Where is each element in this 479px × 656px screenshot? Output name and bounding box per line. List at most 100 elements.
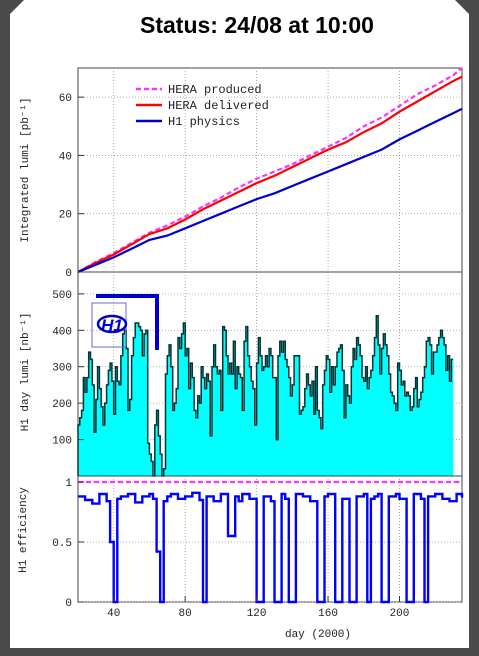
- day-bar: [270, 355, 273, 476]
- day-bar: [420, 392, 423, 476]
- day-bar: [81, 410, 84, 476]
- day-bar: [128, 410, 131, 476]
- day-bar: [333, 384, 336, 476]
- day-bar: [376, 315, 379, 476]
- day-bar: [215, 366, 218, 476]
- day-bar: [442, 337, 445, 476]
- day-bar: [265, 355, 268, 476]
- day-bar: [447, 355, 450, 476]
- day-bar: [310, 395, 313, 476]
- xtick-label: 120: [247, 608, 267, 620]
- day-bar: [387, 355, 390, 476]
- day-bar: [276, 439, 279, 476]
- frame-left: [0, 0, 10, 656]
- day-bar: [129, 399, 132, 476]
- day-bar: [269, 348, 272, 476]
- day-bar: [410, 410, 413, 476]
- day-bar: [263, 366, 266, 476]
- day-bar: [345, 384, 348, 476]
- day-bar: [349, 403, 352, 476]
- day-bar: [290, 395, 293, 476]
- day-bar: [347, 395, 350, 476]
- day-bar: [412, 406, 415, 476]
- day-bar: [294, 355, 297, 476]
- day-bar: [394, 403, 397, 476]
- day-bar: [381, 348, 384, 476]
- day-bar: [445, 370, 448, 476]
- h1-logo-text: H1: [101, 316, 123, 335]
- ytick-label: 0: [65, 598, 72, 610]
- panel-3-ylabel: H1 efficiency: [18, 487, 30, 573]
- day-bar: [131, 355, 134, 476]
- day-bar: [195, 417, 198, 476]
- day-bar: [324, 370, 327, 476]
- day-bar: [111, 381, 114, 476]
- day-bar: [329, 392, 332, 476]
- day-bar: [124, 330, 127, 476]
- day-bar: [283, 341, 286, 476]
- panel-efficiency: 0 0.5 1 40 80 120 160 200 H1 efficiency day (2…: [18, 475, 464, 641]
- day-bar: [226, 355, 229, 476]
- day-bar: [331, 366, 334, 476]
- day-bar: [372, 355, 375, 476]
- day-bar: [304, 388, 307, 476]
- day-bar: [338, 348, 341, 476]
- day-bar: [315, 366, 318, 476]
- legend-label-2: H1 physics: [168, 115, 240, 129]
- day-bar: [301, 410, 304, 476]
- day-bar: [360, 355, 363, 476]
- day-bar: [188, 388, 191, 476]
- day-bar: [78, 425, 81, 476]
- day-bar: [115, 366, 118, 476]
- day-bar: [308, 384, 311, 476]
- day-bar: [285, 359, 288, 476]
- series-line-1: [77, 75, 463, 273]
- day-bar: [429, 344, 432, 476]
- day-bar: [385, 344, 388, 476]
- day-bar: [297, 355, 300, 476]
- day-bar: [353, 348, 356, 476]
- day-bar: [363, 381, 366, 476]
- day-bar: [144, 333, 147, 476]
- day-bar: [83, 377, 86, 476]
- day-bar: [392, 395, 395, 476]
- ytick-label: 500: [52, 290, 72, 302]
- day-bar: [179, 348, 182, 476]
- day-bar: [86, 377, 89, 476]
- day-bar: [154, 425, 157, 476]
- day-bar: [303, 406, 306, 476]
- day-bar: [178, 337, 181, 476]
- day-bar: [199, 403, 202, 476]
- day-bar: [426, 341, 429, 476]
- day-bar: [238, 374, 241, 476]
- day-bar: [219, 370, 222, 476]
- day-bar: [406, 392, 409, 476]
- day-bar: [337, 352, 340, 476]
- day-bar: [254, 425, 257, 476]
- day-bar: [351, 366, 354, 476]
- day-bar: [320, 428, 323, 476]
- day-bar: [156, 410, 159, 476]
- day-bar: [306, 374, 309, 476]
- day-bar: [319, 417, 322, 476]
- day-bar: [245, 326, 248, 476]
- day-bar: [103, 425, 106, 476]
- day-bar: [299, 414, 302, 476]
- day-bar: [242, 410, 245, 476]
- day-bar: [237, 366, 240, 476]
- day-bar: [165, 374, 168, 476]
- day-bar: [419, 399, 422, 476]
- day-bar: [206, 374, 209, 476]
- day-bar: [94, 432, 97, 476]
- day-bar: [278, 355, 281, 476]
- ytick-label: 0.5: [52, 538, 72, 550]
- day-bar: [383, 333, 386, 476]
- day-bar: [163, 468, 166, 476]
- day-bar: [142, 355, 145, 476]
- day-bar: [136, 323, 139, 476]
- day-bar: [119, 384, 122, 476]
- day-bar: [169, 344, 172, 476]
- h1-logo: H1: [91, 294, 159, 350]
- day-bar: [185, 355, 188, 476]
